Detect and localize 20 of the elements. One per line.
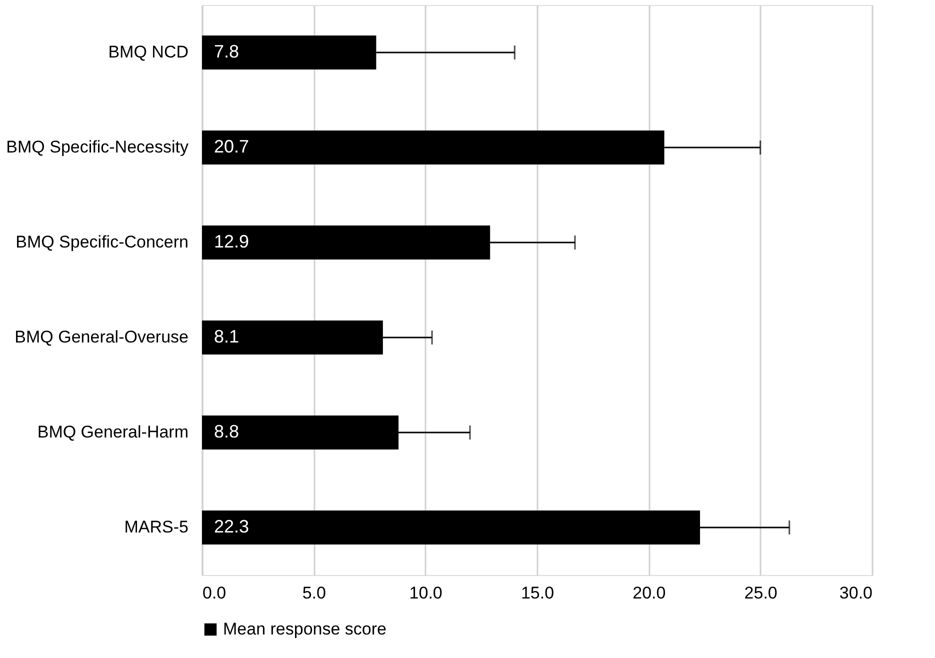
x-tick-label: 15.0 — [520, 584, 554, 602]
y-tick-label: MARS-5 — [124, 518, 188, 536]
data-label: 20.7 — [214, 136, 250, 156]
x-tick-label: 10.0 — [409, 584, 442, 602]
y-tick-label: BMQ General-Overuse — [14, 328, 188, 346]
data-label: 12.9 — [214, 232, 250, 252]
data-label: 7.8 — [214, 42, 240, 62]
x-tick-label: 30.0 — [839, 584, 872, 602]
x-tick-label: 5.0 — [302, 584, 326, 602]
data-label: 8.1 — [214, 326, 240, 346]
y-tick-label: BMQ NCD — [108, 42, 188, 62]
x-tick-label: 0.0 — [202, 584, 226, 602]
y-tick-label: BMQ Specific-Concern — [16, 232, 188, 252]
x-tick-label: 25.0 — [744, 584, 778, 602]
y-tick-label: BMQ General-Harm — [37, 422, 188, 442]
y-tick-label: BMQ Specific-Necessity — [6, 138, 189, 156]
legend-label: Mean response score — [223, 620, 386, 638]
x-tick-label: 20.0 — [632, 584, 666, 602]
data-label: 8.8 — [214, 422, 240, 442]
data-label: 22.3 — [214, 516, 250, 536]
